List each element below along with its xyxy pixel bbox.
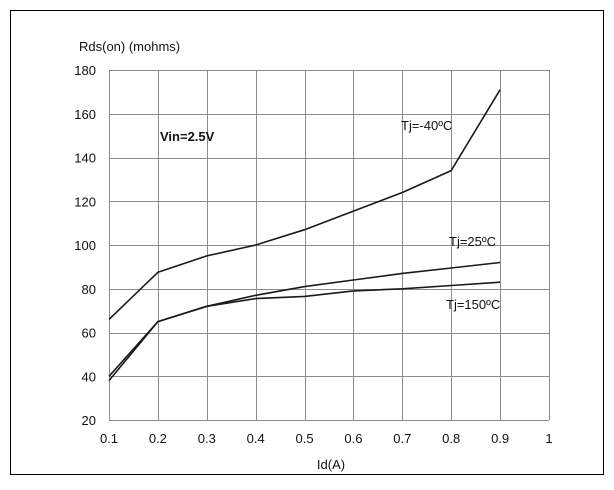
x-tick-label: 0.4 xyxy=(247,431,265,446)
tick-labels: 0.1 0.2 0.3 0.4 0.5 0.6 0.7 0.8 0.9 1204060801001… xyxy=(74,63,552,446)
y-tick-label: 100 xyxy=(74,238,96,253)
x-tick-label: 0.6 xyxy=(344,431,362,446)
x-tick-label: 1 xyxy=(545,431,552,446)
series-label-tj-minus40: Tj=-40ºC xyxy=(401,118,452,133)
series-label-tj-25: Tj=25ºC xyxy=(449,234,496,249)
y-tick-label: 80 xyxy=(82,282,96,297)
y-tick-label: 160 xyxy=(74,107,96,122)
grid xyxy=(109,70,550,421)
y-tick-label: 60 xyxy=(82,326,96,341)
x-tick-label: 0.5 xyxy=(296,431,314,446)
series-line-tj-150 xyxy=(108,281,501,382)
x-tick-label: 0.2 xyxy=(149,431,167,446)
y-axis-title: Rds(on) (mohms) xyxy=(79,39,180,54)
x-tick-label: 0.8 xyxy=(442,431,460,446)
x-tick-label: 0.9 xyxy=(491,431,509,446)
x-tick-label: 0.3 xyxy=(198,431,216,446)
y-tick-label: 20 xyxy=(82,413,96,428)
vin-annotation: Vin=2.5V xyxy=(160,129,215,144)
x-axis-title: Id(A) xyxy=(317,457,345,472)
series-line-tj-minus40 xyxy=(108,89,501,320)
series-lines xyxy=(108,89,501,382)
x-tick-label: 0.1 xyxy=(100,431,118,446)
outer-frame xyxy=(10,10,604,475)
y-tick-label: 180 xyxy=(74,63,96,78)
series-label-tj-150: Tj=150ºC xyxy=(446,297,500,312)
y-tick-label: 120 xyxy=(74,194,96,209)
y-tick-label: 140 xyxy=(74,151,96,166)
y-tick-label: 40 xyxy=(82,369,96,384)
x-tick-label: 0.7 xyxy=(393,431,411,446)
